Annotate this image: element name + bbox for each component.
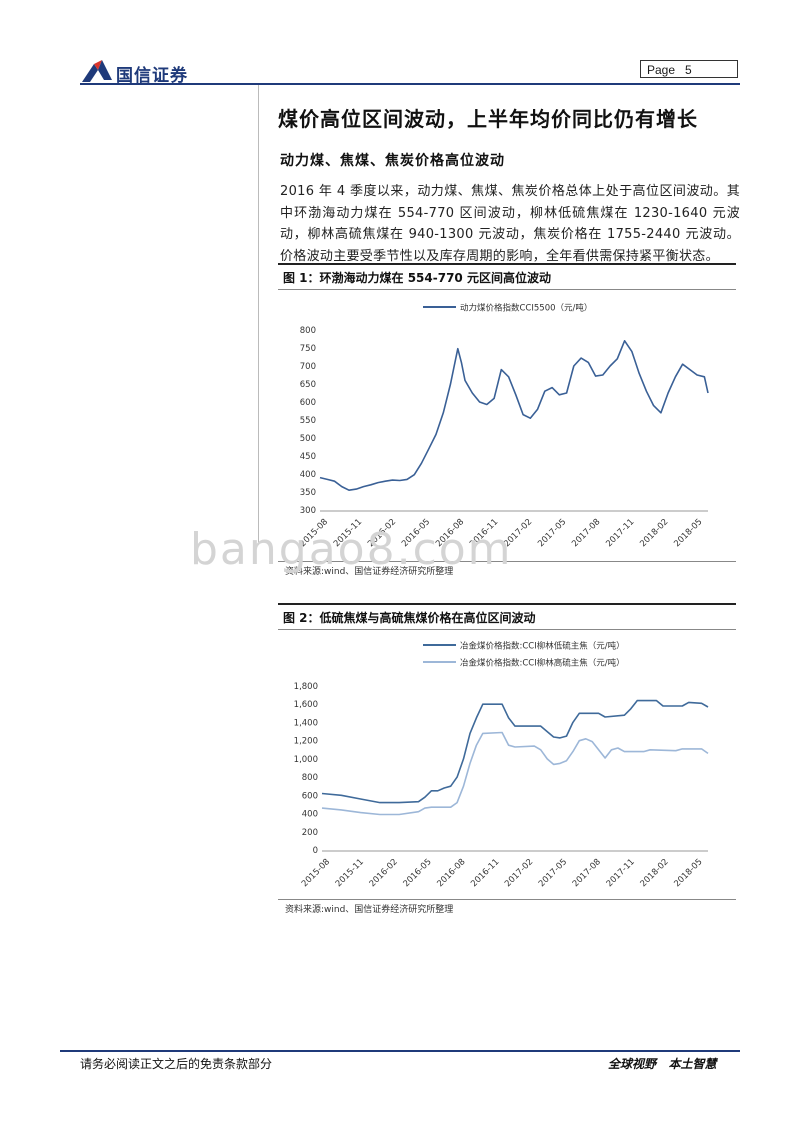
chart1-ytick-6: 500 (300, 434, 316, 444)
figure-2-chart: 冶金煤价格指数:CCI柳林低硫主焦（元/吨） 冶金煤价格指数:CCI柳林高硫主焦（… (294, 641, 709, 889)
figure-2-top-rule (278, 603, 736, 605)
figure-1-bottom-rule (278, 561, 736, 562)
chart1-ytick-7: 450 (300, 452, 316, 462)
footer-disclaimer: 请务必阅读正文之后的免责条款部分 (80, 1057, 273, 1071)
chart1-ytick-0: 800 (300, 326, 316, 336)
figure-2-source: 资料来源:wind、国信证券经济研究所整理 (285, 905, 454, 915)
footer-rule (60, 1050, 740, 1052)
chart1-ytick-9: 350 (300, 488, 316, 498)
footer-slogan: 全球视野 本土智慧 (608, 1057, 717, 1071)
chart2-xtick-6: 2017-02 (503, 857, 535, 889)
header-rule (80, 83, 740, 85)
chart2-xtick-3: 2016-05 (402, 857, 434, 889)
chart1-xtick-10: 2018-02 (638, 517, 670, 549)
chart1-ytick-2: 700 (300, 362, 316, 372)
chart2-ytick-5: 800 (302, 773, 318, 783)
chart1-ytick-4: 600 (300, 398, 316, 408)
chart1-ytick-5: 550 (300, 416, 316, 426)
sidebar-divider (258, 85, 259, 545)
chart2-legend-label-1: 冶金煤价格指数:CCI柳林高硫主焦（元/吨） (460, 658, 625, 669)
chart1-xtick-9: 2017-11 (604, 517, 636, 549)
chart2-xtick-5: 2016-11 (469, 857, 501, 889)
chart1-xtick-7: 2017-05 (536, 517, 568, 549)
figure-1-source: 资料来源:wind、国信证券经济研究所整理 (285, 567, 454, 577)
logo-mark-icon (82, 60, 112, 82)
chart2-ytick-4: 1,000 (294, 755, 318, 765)
section-subheading: 动力煤、焦煤、焦炭价格高位波动 (280, 153, 505, 169)
figure-1-title: 图 1：环渤海动力煤在 554-770 元区间高位波动 (283, 271, 551, 285)
section-heading: 煤价高位区间波动，上半年均价同比仍有增长 (278, 107, 698, 131)
chart2-xtick-0: 2015-08 (300, 857, 332, 889)
chart2-ytick-1: 1,600 (294, 700, 318, 710)
figure-1-chart: 动力煤价格指数CCI5500（元/吨） 800 750 700 650 600 550 500… (298, 303, 709, 549)
body-paragraph: 2016 年 4 季度以来，动力煤、焦煤、焦炭价格总体上处于高位区间波动。其中环… (280, 184, 740, 264)
chart2-series-line-1 (321, 731, 709, 816)
chart1-ytick-8: 400 (300, 470, 316, 480)
chart1-xtick-8: 2017-08 (570, 517, 602, 549)
chart2-xtick-1: 2015-11 (334, 857, 366, 889)
chart2-ytick-0: 1,800 (294, 682, 318, 692)
chart2-ytick-6: 600 (302, 791, 318, 801)
chart2-xtick-11: 2018-05 (672, 857, 704, 889)
chart2-ytick-7: 400 (302, 810, 318, 820)
chart1-ytick-10: 300 (300, 506, 316, 516)
chart1-xtick-11: 2018-05 (672, 517, 704, 549)
chart2-xtick-8: 2017-08 (571, 857, 603, 889)
figure-1-top-rule (278, 263, 736, 265)
chart2-ytick-8: 200 (302, 828, 318, 838)
figure-1-title-rule (278, 289, 736, 290)
page-indicator: Page 5 (640, 60, 738, 78)
figure-2-bottom-rule (278, 899, 736, 900)
figure-2-title: 图 2：低硫焦煤与高硫焦煤价格在高位区间波动 (283, 611, 536, 625)
page-label: Page (647, 63, 676, 77)
chart1-legend-label-0: 动力煤价格指数CCI5500（元/吨） (460, 303, 592, 314)
chart2-ytick-3: 1,200 (294, 737, 318, 747)
chart2-ytick-9: 0 (313, 846, 318, 856)
chart1-ytick-3: 650 (300, 380, 316, 390)
chart2-ytick-2: 1,400 (294, 718, 318, 728)
watermark: bangao8.com (190, 524, 513, 575)
figure-2-title-rule (278, 629, 736, 630)
chart2-series-line-0 (321, 699, 709, 804)
brand-name: 国信证券 (116, 66, 188, 86)
chart2-xtick-10: 2018-02 (639, 857, 671, 889)
chart2-xtick-9: 2017-11 (605, 857, 637, 889)
chart2-legend-label-0: 冶金煤价格指数:CCI柳林低硫主焦（元/吨） (460, 641, 625, 652)
chart2-xtick-2: 2016-02 (368, 857, 400, 889)
company-logo: 国信证券 (80, 56, 230, 86)
chart1-series-line-0 (319, 340, 709, 491)
chart1-ytick-1: 750 (300, 344, 316, 354)
chart2-xtick-4: 2016-08 (435, 857, 467, 889)
page-number: 5 (685, 63, 692, 77)
chart2-xtick-7: 2017-05 (537, 857, 569, 889)
